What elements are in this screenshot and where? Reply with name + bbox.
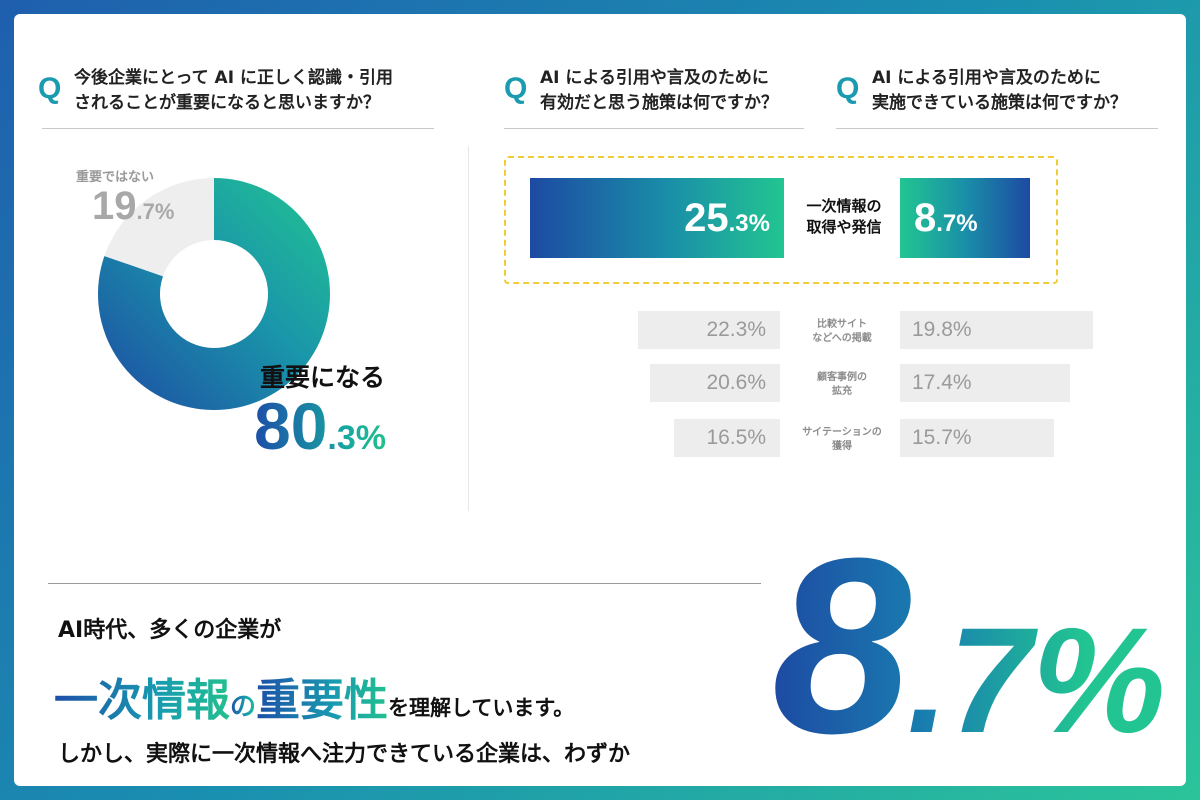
message-line1: AI時代、多くの企業が	[58, 618, 282, 643]
message-rest: を理解しています。	[388, 696, 575, 720]
category-line1: 一次情報の	[806, 197, 882, 215]
important-dec: .3%	[327, 419, 387, 457]
divider	[836, 128, 1158, 129]
question-1-line2: されることが重要になると思いますか？	[74, 93, 380, 113]
question-2: Q AI による引用や言及のために 有効だと思う施策は何ですか？	[504, 66, 778, 116]
divider	[42, 128, 434, 129]
donut-slice-important	[97, 178, 330, 410]
bar-row3-implemented: 15.7%	[900, 419, 1054, 457]
question-2-line1: AI による引用や言及のために	[540, 68, 769, 88]
category-row3: サイテーションの 獲得	[784, 426, 900, 454]
bar-value: 19.8%	[912, 318, 972, 341]
category-line2: などへの掲載	[812, 333, 872, 344]
emphasis-primary-info: 一次情報	[54, 675, 230, 726]
bar-row2-effective: 20.6%	[650, 364, 780, 402]
category-line1: 比較サイト	[817, 319, 867, 330]
donut-chart	[97, 178, 330, 410]
hero-percentage: 8.7%	[772, 502, 1166, 786]
not-important-value: 19.7%	[92, 184, 174, 229]
emphasis-importance: 重要性	[256, 675, 389, 726]
message-line2: 一次情報の重要性を理解しています。	[54, 664, 574, 728]
bar-value: 17.4%	[912, 371, 972, 394]
category-line2: 獲得	[832, 441, 852, 452]
bar-row2-implemented: 17.4%	[900, 364, 1070, 402]
category-line1: 顧客事例の	[817, 372, 867, 383]
question-1: Q 今後企業にとって AI に正しく認識・引用 されることが重要になると思います…	[38, 66, 393, 116]
bar-row1-implemented: 19.8%	[900, 311, 1093, 349]
bar-value: 20.6%	[706, 371, 766, 394]
q-mark: Q	[38, 72, 62, 105]
category-line1: サイテーションの	[802, 427, 882, 438]
bar-value: 8.7%	[914, 195, 978, 240]
bottom-divider	[48, 583, 761, 584]
bar-value: 16.5%	[706, 426, 766, 449]
category-line2: 拡充	[832, 386, 852, 397]
important-value: 80.3%	[254, 388, 386, 464]
important-label: 重要になる	[260, 363, 386, 392]
question-1-line1: 今後企業にとって AI に正しく認識・引用	[74, 68, 393, 88]
category-line2: 取得や発信	[806, 218, 882, 236]
bar-primary-implemented: 8.7%	[900, 178, 1030, 258]
question-3: Q AI による引用や言及のために 実施できている施策は何ですか？	[836, 66, 1127, 116]
bar-value: 15.7%	[912, 426, 972, 449]
column-divider	[468, 146, 469, 511]
q-mark: Q	[504, 72, 528, 105]
bar-primary-effective: 25.3%	[530, 178, 784, 258]
not-important-dec: .7%	[136, 199, 175, 224]
question-3-line2: 実施できている施策は何ですか？	[872, 93, 1127, 113]
bar-row1-effective: 22.3%	[638, 311, 780, 349]
bar-value: 22.3%	[706, 318, 766, 341]
not-important-int: 19	[92, 184, 137, 228]
category-row1: 比較サイト などへの掲載	[784, 318, 900, 346]
message-line3: しかし、実際に一次情報へ注力できている企業は、わずか	[58, 742, 631, 767]
category-row2: 顧客事例の 拡充	[784, 371, 900, 399]
not-important-label: 重要ではない	[76, 170, 155, 185]
category-primary-info: 一次情報の 取得や発信	[786, 196, 902, 238]
infographic-card: Q 今後企業にとって AI に正しく認識・引用 されることが重要になると思います…	[14, 14, 1186, 786]
question-3-line1: AI による引用や言及のために	[872, 68, 1101, 88]
divider	[504, 128, 804, 129]
question-2-line2: 有効だと思う施策は何ですか？	[540, 93, 778, 113]
particle-no: の	[230, 692, 257, 722]
bar-row3-effective: 16.5%	[674, 419, 780, 457]
highlight-box	[504, 156, 1058, 284]
hero-int: 8	[772, 506, 908, 785]
hero-dec: .7%	[907, 596, 1166, 764]
donut-slice-not-important	[104, 178, 214, 277]
important-int: 80	[254, 389, 328, 463]
bar-value: 25.3%	[684, 195, 770, 240]
q-mark: Q	[836, 72, 860, 105]
